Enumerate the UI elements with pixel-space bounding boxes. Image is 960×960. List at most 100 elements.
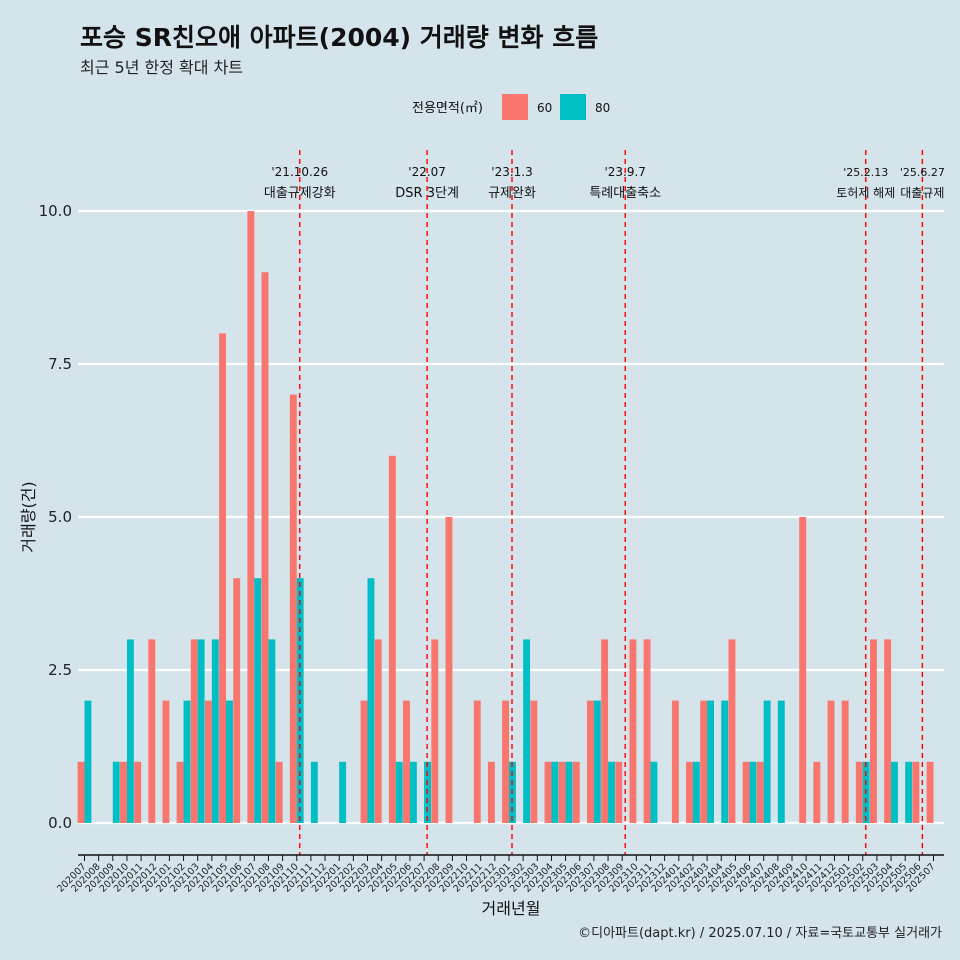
- bar-80-202111: [310, 761, 318, 823]
- bar-60-202011: [134, 761, 142, 823]
- legend-key-60: [502, 94, 528, 120]
- bar-60-202307: [587, 700, 594, 823]
- bar-60-202406: [742, 761, 750, 823]
- bar-60-202204: [374, 639, 382, 823]
- bar-60-202105: [219, 333, 226, 823]
- bar-80-202403: [707, 700, 714, 823]
- bar-80-202007: [84, 700, 92, 823]
- bar-80-202102: [183, 700, 191, 823]
- bar-60-202411: [813, 761, 821, 823]
- bar-60-202203: [360, 700, 368, 823]
- bar-60-202104: [204, 700, 212, 823]
- bar-60-202211: [473, 700, 481, 823]
- source-caption: ©디아파트(dapt.kr) / 2025.07.10 / 자료=국토교통부 실…: [578, 926, 942, 941]
- bar-80-202205: [395, 761, 403, 823]
- event-date: '25.2.13: [843, 166, 888, 179]
- event-markers: '21.10.26 대출규제강화 '22.07 DSR 3단계 '23.1.3 규제완화 '…: [264, 150, 945, 855]
- bar-60-202507: [926, 761, 934, 823]
- bar-60-202405: [728, 639, 736, 823]
- bar-60-202306: [572, 761, 580, 823]
- bar-60-202209: [445, 517, 453, 823]
- bar-80-202108: [268, 639, 276, 823]
- bar-80-202402: [692, 761, 700, 823]
- event-label: 대출규제: [900, 186, 944, 200]
- bar-60-202412: [827, 700, 835, 823]
- bar-80-202009: [112, 761, 120, 823]
- bars: [77, 211, 934, 823]
- bar-60-202304: [544, 761, 552, 823]
- event-label: DSR 3단계: [395, 186, 459, 201]
- x-axis-title: 거래년월: [482, 899, 541, 918]
- bar-60-202103: [190, 639, 198, 823]
- bar-60-202205: [388, 455, 396, 823]
- y-tick-label: 10.0: [39, 202, 72, 220]
- bar-60-202110: [289, 394, 297, 823]
- y-tick-label: 2.5: [48, 661, 72, 679]
- bar-80-202103: [197, 639, 205, 823]
- bar-80-202105: [226, 700, 233, 823]
- bar-60-202109: [275, 761, 283, 823]
- bar-80-202206: [409, 761, 417, 823]
- bar-60-202407: [756, 761, 764, 823]
- event-label: 대출규제강화: [264, 186, 336, 201]
- bar-60-202212: [487, 761, 495, 823]
- bar-60-202506: [912, 761, 920, 823]
- bar-80-202407: [763, 700, 771, 823]
- bar-60-202311: [643, 639, 651, 823]
- bar-60-202403: [700, 700, 708, 823]
- bar-80-202404: [721, 700, 729, 823]
- gridlines: 0.0 2.5 5.0 7.5 10.0: [39, 202, 944, 832]
- bar-60-202012: [148, 639, 156, 823]
- bar-60-202301: [502, 700, 509, 823]
- event-label: 특례대출축소: [589, 186, 661, 201]
- bar-60-202504: [884, 639, 892, 823]
- bar-80-202104: [211, 639, 219, 823]
- bar-60-202501: [841, 700, 849, 823]
- bar-80-202504: [891, 761, 898, 823]
- event-label: 규제완화: [488, 186, 536, 201]
- bar-60-202303: [530, 700, 538, 823]
- bar-80-202408: [777, 700, 785, 823]
- event-date: '23.9.7: [604, 165, 645, 179]
- bar-60-202101: [162, 700, 170, 823]
- event-date: '23.1.3: [491, 165, 532, 179]
- event-date: '22.07: [408, 165, 446, 179]
- bar-60-202410: [799, 517, 807, 823]
- bar-60-202010: [120, 761, 127, 823]
- bar-80-202505: [905, 761, 913, 823]
- event-date: '21.10.26: [271, 165, 328, 179]
- bar-60-202401: [671, 700, 679, 823]
- bar-60-202107: [247, 211, 255, 823]
- bar-60-202308: [601, 639, 609, 823]
- bar-80-202302: [523, 639, 531, 823]
- bar-60-202309: [615, 761, 623, 823]
- event-date: '25.6.27: [900, 166, 945, 179]
- bar-80-202305: [565, 761, 573, 823]
- bar-80-202203: [367, 578, 375, 823]
- bar-60-202305: [558, 761, 566, 823]
- y-tick-label: 7.5: [48, 355, 72, 373]
- event-label: 토허제 해제: [836, 186, 895, 200]
- bar-60-202310: [629, 639, 637, 823]
- bar-60-202503: [870, 639, 877, 823]
- bar-60-202108: [261, 272, 269, 823]
- legend-label-60: 60: [537, 101, 552, 115]
- legend-key-80: [560, 94, 586, 120]
- bar-80-202201: [339, 761, 347, 823]
- bar-60-202102: [176, 761, 184, 823]
- bar-60-202007: [77, 761, 85, 823]
- legend-label-80: 80: [595, 101, 610, 115]
- y-tick-label: 0.0: [48, 814, 72, 832]
- legend: 전용면적(㎡) 60 80: [412, 94, 610, 120]
- axes: 2020072020082020092020102020112020122021…: [55, 854, 944, 895]
- bar-60-202208: [431, 639, 439, 823]
- bar-60-202502: [855, 761, 863, 823]
- bar-60-202402: [686, 761, 693, 823]
- y-tick-label: 5.0: [48, 508, 72, 526]
- bar-60-202106: [233, 578, 241, 823]
- chart-subtitle: 최근 5년 한정 확대 차트: [80, 58, 244, 77]
- chart-title: 포승 SR친오애 아파트(2004) 거래량 변화 흐름: [80, 23, 599, 52]
- bar-80-202307: [593, 700, 601, 823]
